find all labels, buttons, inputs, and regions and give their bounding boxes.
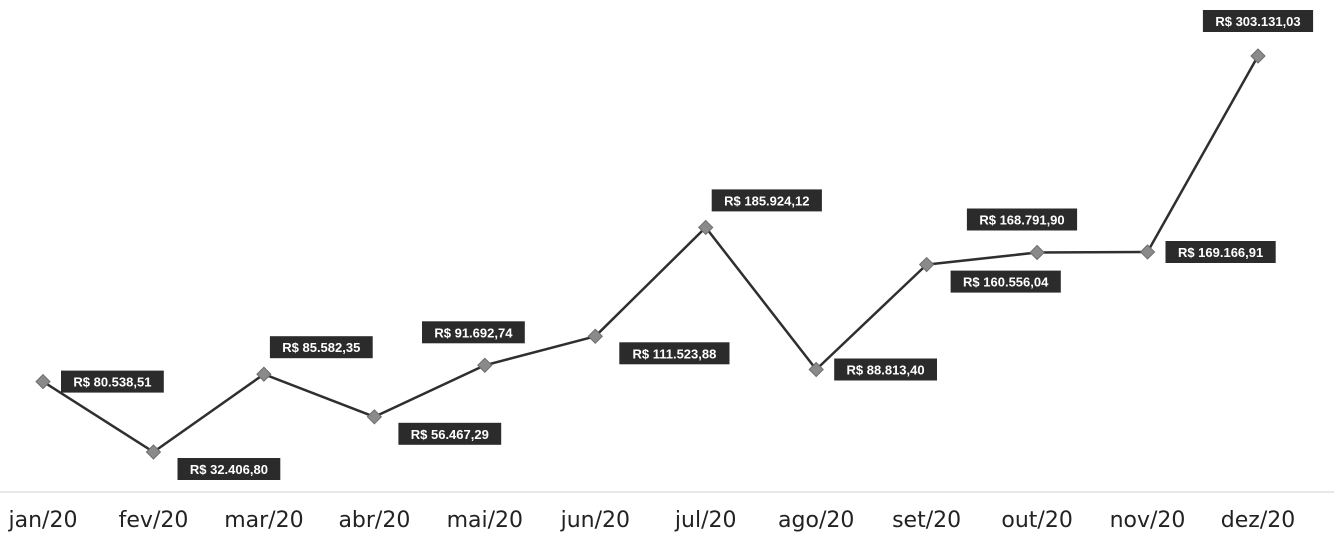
data-label-layer: R$ 80.538,51 R$ 32.406,80 R$ 85.582,35 R$ 5… (61, 10, 1314, 480)
data-label-text: R$ 185.924,12 (724, 193, 809, 208)
data-label: R$ 32.406,80 (177, 458, 281, 480)
data-label: R$ 85.582,35 (269, 336, 373, 359)
data-label-box (177, 458, 281, 480)
data-label-text: R$ 88.813,40 (847, 363, 925, 378)
data-point-marker (1029, 244, 1045, 261)
data-label-box (1202, 10, 1314, 32)
data-point-marker (1250, 48, 1266, 64)
data-label-box (269, 336, 373, 359)
x-tick-label: nov/20 (1110, 508, 1186, 533)
x-tick-label: mar/20 (224, 508, 303, 533)
data-label-text: R$ 91.692,74 (434, 325, 513, 340)
data-label-text: R$ 56.467,29 (411, 427, 489, 442)
data-point-marker (698, 219, 714, 236)
x-tick-label: jun/20 (560, 508, 630, 533)
data-label-box (422, 321, 525, 344)
data-point-marker (918, 256, 935, 273)
data-label: R$ 169.166,91 (1165, 241, 1276, 263)
x-tick-label: out/20 (1001, 508, 1072, 533)
data-point-marker (256, 366, 272, 382)
data-label: R$ 91.692,74 (422, 321, 525, 344)
data-label: R$ 56.467,29 (398, 422, 502, 445)
x-tick-layer: jan/20 fev/20 mar/20 abr/20 mai/20 jun/20 jul/… (8, 508, 1296, 533)
series-layer (42, 55, 1260, 454)
data-label: R$ 168.791,90 (966, 208, 1078, 231)
series-line (42, 55, 1260, 454)
data-label-text: R$ 303.131,03 (1215, 14, 1300, 29)
data-label: R$ 185.924,12 (711, 189, 822, 212)
data-point-marker (35, 373, 51, 390)
data-point-marker (587, 328, 603, 344)
data-label-text: R$ 80.538,51 (73, 375, 151, 390)
data-label: R$ 160.556,04 (950, 270, 1061, 293)
data-label: R$ 303.131,03 (1202, 10, 1314, 32)
x-tick-label: jan/20 (8, 508, 78, 533)
data-label-text: R$ 168.791,90 (979, 213, 1064, 228)
data-label: R$ 88.813,40 (834, 358, 937, 381)
data-label-box (834, 358, 937, 381)
data-point-marker (808, 361, 824, 378)
data-point-marker (145, 444, 162, 460)
data-label-box (398, 422, 502, 445)
x-tick-label: ago/20 (778, 508, 854, 533)
data-label-box (711, 189, 822, 212)
data-label-box (61, 370, 164, 393)
data-point-marker (477, 357, 493, 373)
data-label-text: R$ 169.166,91 (1178, 245, 1263, 260)
x-tick-label: jul/20 (674, 508, 737, 533)
data-label-box (1165, 241, 1276, 263)
data-label: R$ 80.538,51 (61, 370, 164, 393)
data-label-box (950, 270, 1061, 293)
data-label-text: R$ 85.582,35 (282, 340, 360, 355)
data-label-box (619, 342, 730, 365)
x-tick-label: set/20 (892, 508, 961, 533)
data-label-text: R$ 32.406,80 (190, 462, 268, 477)
data-label-text: R$ 111.523,88 (632, 346, 716, 361)
data-point-marker (1139, 244, 1156, 260)
data-label: R$ 111.523,88 (619, 342, 730, 365)
data-point-marker (366, 409, 383, 425)
x-tick-label: abr/20 (338, 508, 410, 533)
x-tick-label: fev/20 (119, 508, 189, 533)
data-label-box (966, 208, 1078, 231)
x-tick-label: dez/20 (1221, 508, 1295, 533)
marker-layer (35, 48, 1266, 460)
x-tick-label: mai/20 (447, 508, 523, 533)
data-label-text: R$ 160.556,04 (963, 275, 1049, 290)
